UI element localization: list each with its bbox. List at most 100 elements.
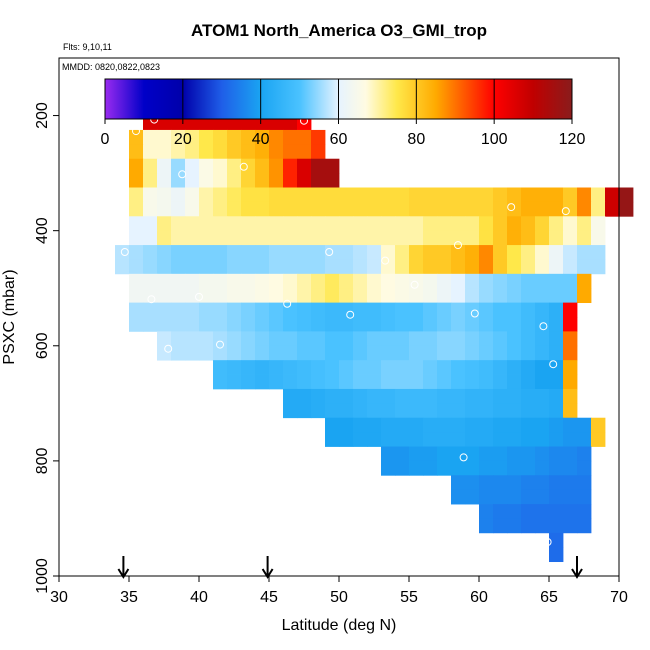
sample-point (132, 127, 140, 136)
heatmap-cell (521, 273, 536, 289)
heatmap-cell (563, 273, 578, 289)
heatmap-cell (535, 446, 550, 462)
heatmap-cell (507, 302, 522, 318)
heatmap-cell (115, 259, 130, 275)
heatmap-cell (255, 360, 270, 375)
heatmap-cell (521, 518, 536, 534)
heatmap-cell (549, 489, 564, 505)
heatmap-cell (213, 374, 228, 390)
heatmap-cell (143, 317, 158, 332)
heatmap-cell (199, 288, 214, 304)
heatmap-cell (409, 374, 424, 390)
heatmap-cell (199, 173, 214, 188)
sample-point (454, 241, 462, 250)
sample-point (543, 538, 552, 546)
heatmap-cell (507, 187, 522, 203)
heatmap-cell (409, 432, 424, 447)
heatmap-cell (185, 158, 200, 174)
heatmap-cell (423, 446, 438, 462)
colorbar-tick-label: 120 (559, 131, 586, 148)
heatmap-cell (521, 360, 536, 375)
heatmap-cell (451, 345, 466, 361)
sample-point (239, 162, 248, 171)
heatmap-cell (409, 388, 424, 404)
heatmap-cell (451, 230, 466, 246)
heatmap-cell (465, 432, 480, 447)
sample-point (178, 170, 187, 179)
heatmap-cell (437, 273, 452, 289)
heatmap-cell (325, 158, 340, 174)
heatmap-cell (157, 245, 172, 260)
heatmap-cell (297, 144, 312, 160)
sample-point (147, 295, 156, 304)
heatmap-cell (367, 331, 382, 347)
x-tick-label: 30 (50, 589, 68, 606)
heatmap-cell (269, 230, 284, 246)
heatmap-cell (227, 360, 242, 375)
dates-label: MMDD: 0820,0822,0823 (62, 62, 160, 72)
heatmap-cell (157, 302, 172, 318)
heatmap-cell (577, 259, 592, 275)
heatmap-cell (423, 432, 438, 447)
heatmap-cell (283, 173, 298, 188)
heatmap-cell (577, 489, 592, 505)
heatmap-cell (297, 345, 312, 361)
heatmap-cell (535, 388, 550, 404)
heatmap-cell (227, 259, 242, 275)
heatmap-cell (227, 331, 242, 347)
heatmap-cell (507, 475, 522, 491)
heatmap-cell (353, 345, 368, 361)
heatmap-cell (241, 345, 256, 361)
heatmap-cell (353, 216, 368, 232)
heatmap-cell (465, 288, 480, 304)
heatmap-cell (143, 158, 158, 174)
heatmap-cell (213, 201, 228, 217)
colorbar-tick-label: 40 (252, 131, 270, 148)
heatmap-cell (507, 245, 522, 260)
heatmap-cell (563, 432, 578, 447)
heatmap-cell (171, 273, 186, 289)
heatmap-cell (269, 345, 284, 361)
heatmap-cell (535, 460, 550, 476)
x-tick-label: 70 (610, 589, 628, 606)
heatmap-cell (423, 417, 438, 433)
heatmap-cell (465, 245, 480, 260)
heatmap-cell (227, 144, 242, 160)
heatmap-cell (437, 417, 452, 433)
heatmap-cell (353, 360, 368, 375)
heatmap-cell (395, 432, 410, 447)
heatmap-cell (143, 245, 158, 260)
heatmap-cell (479, 403, 494, 419)
colorbar-tick-label: 60 (330, 131, 348, 148)
heatmap-cell (437, 403, 452, 419)
heatmap-cell (549, 259, 564, 275)
heatmap-cell (451, 460, 466, 476)
heatmap-cell (381, 259, 396, 275)
heatmap-cell (563, 302, 578, 318)
heatmap-cell (521, 201, 536, 217)
heatmap-cell (535, 216, 550, 232)
heatmap-cell (339, 216, 354, 232)
heatmap-cell (353, 388, 368, 404)
sample-point (539, 322, 548, 331)
heatmap-cell (171, 345, 186, 361)
heatmap-cell (199, 317, 214, 332)
heatmap-cell (269, 201, 284, 217)
sample-point (120, 248, 129, 256)
heatmap-cell (479, 302, 494, 318)
heatmap-cell (171, 187, 186, 203)
heatmap-cell (465, 360, 480, 375)
heatmap-cell (199, 187, 214, 203)
heatmap-cell (297, 201, 312, 217)
heatmap-cell (311, 259, 326, 275)
heatmap-cell (353, 201, 368, 217)
heatmap-cell (311, 317, 326, 332)
heatmap-cell (479, 374, 494, 390)
heatmap-cell (283, 158, 298, 174)
heatmap-cell (479, 518, 494, 534)
heatmap-cell (227, 245, 242, 260)
heatmap-cell (129, 144, 144, 160)
heatmap-cell (339, 201, 354, 217)
heatmap-cell (171, 317, 186, 332)
heatmap-cell (185, 216, 200, 232)
